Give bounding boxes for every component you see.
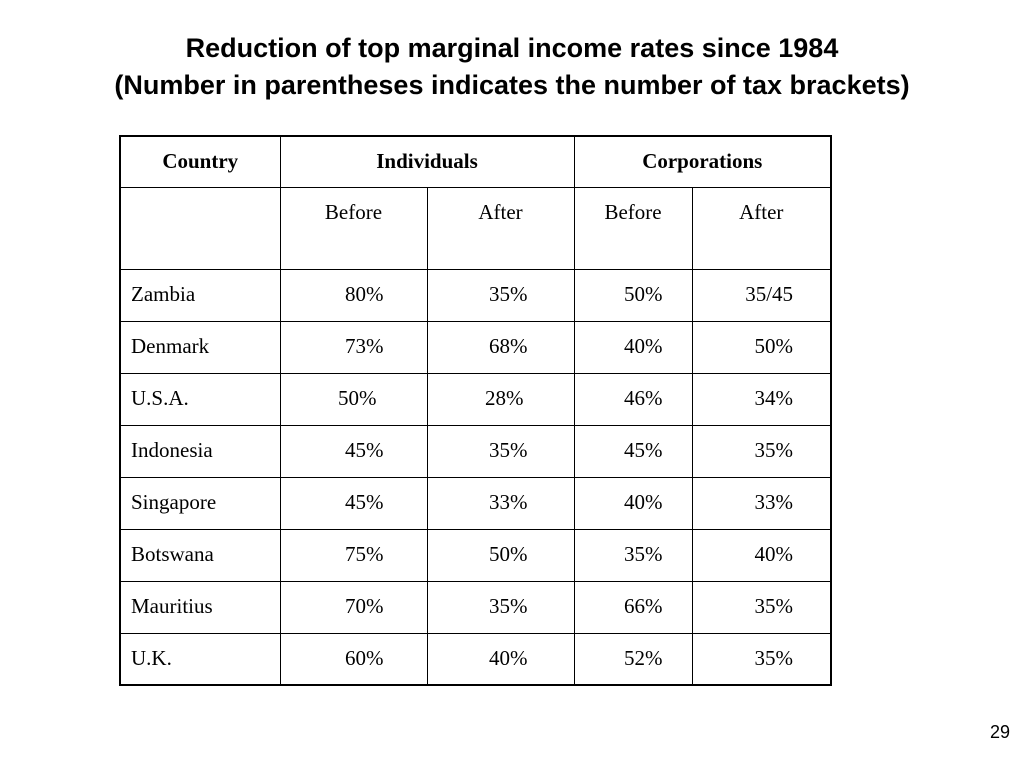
title-line-2: (Number in parentheses indicates the num… <box>114 70 910 100</box>
cell-country: Singapore <box>119 476 281 530</box>
cell-corporations-before-value: 52% <box>624 645 663 670</box>
cell-individuals-after: 35% <box>426 424 575 478</box>
cell-individuals-before: 73% <box>279 320 428 374</box>
cell-individuals-after: 33% <box>426 476 575 530</box>
cell-individuals-before: 75% <box>279 528 428 582</box>
page-number: 29 <box>989 722 1010 742</box>
cell-corporations-after: 50% <box>691 320 832 374</box>
table-row: Indonesia 45% 35% 45% 35% <box>119 424 832 478</box>
cell-individuals-before-value: 80% <box>345 281 384 306</box>
cell-individuals-after-value: 28% <box>485 385 524 410</box>
cell-individuals-after: 35% <box>426 268 575 322</box>
tax-rates-table: Country Individuals Corporations Before … <box>119 135 833 686</box>
cell-individuals-after-value: 50% <box>489 541 528 566</box>
cell-corporations-after-value: 40% <box>754 541 794 566</box>
cell-corporations-before-value: 40% <box>624 489 663 514</box>
cell-corporations-after: 35% <box>691 424 832 478</box>
cell-corporations-before-value: 46% <box>624 385 663 410</box>
cell-individuals-before-value: 60% <box>345 645 384 670</box>
cell-individuals-before: 50% <box>279 372 428 426</box>
cell-corporations-before-value: 45% <box>624 437 663 462</box>
cell-corporations-before: 40% <box>573 320 693 374</box>
cell-corporations-after: 40% <box>691 528 832 582</box>
cell-individuals-before-value: 45% <box>345 489 384 514</box>
cell-corporations-before: 40% <box>573 476 693 530</box>
cell-corporations-after: 35/45 <box>691 268 832 322</box>
table-row: Singapore 45% 33% 40% 33% <box>119 476 832 530</box>
cell-individuals-after-value: 35% <box>489 281 528 306</box>
cell-individuals-before: 70% <box>279 580 428 634</box>
subheader-individuals-before: Before <box>279 186 428 270</box>
subheader-corporations-after: After <box>691 186 832 270</box>
cell-country: Botswana <box>119 528 281 582</box>
cell-corporations-before: 35% <box>573 528 693 582</box>
header-individuals: Individuals <box>279 135 575 188</box>
cell-corporations-after-value: 35% <box>754 593 794 618</box>
cell-corporations-before: 52% <box>573 632 693 686</box>
cell-corporations-after-value: 35% <box>754 645 794 670</box>
table-row: Botswana 75% 50% 35% 40% <box>119 528 832 582</box>
cell-corporations-after-value: 34% <box>754 385 794 410</box>
cell-individuals-after: 68% <box>426 320 575 374</box>
cell-country: Zambia <box>119 268 281 322</box>
cell-corporations-after: 35% <box>691 580 832 634</box>
cell-individuals-after-value: 35% <box>489 593 528 618</box>
cell-country: Denmark <box>119 320 281 374</box>
table-row: Denmark 73% 68% 40% 50% <box>119 320 832 374</box>
table-row: Zambia 80% 35% 50% 35/45 <box>119 268 832 322</box>
cell-corporations-after-value: 50% <box>754 333 794 358</box>
cell-corporations-after: 35% <box>691 632 832 686</box>
subheader-corporations-before: Before <box>573 186 693 270</box>
cell-individuals-before: 45% <box>279 424 428 478</box>
table-subheader-row: Before After Before After <box>119 186 832 270</box>
cell-individuals-after-value: 40% <box>489 645 528 670</box>
cell-individuals-after: 50% <box>426 528 575 582</box>
cell-corporations-before: 66% <box>573 580 693 634</box>
header-country: Country <box>119 135 281 188</box>
cell-individuals-before-value: 45% <box>345 437 384 462</box>
cell-individuals-after-value: 68% <box>489 333 528 358</box>
cell-corporations-before-value: 40% <box>624 333 663 358</box>
cell-corporations-after: 33% <box>691 476 832 530</box>
cell-country: U.S.A. <box>119 372 281 426</box>
cell-individuals-after: 35% <box>426 580 575 634</box>
cell-individuals-before-value: 70% <box>345 593 384 618</box>
cell-country: U.K. <box>119 632 281 686</box>
cell-corporations-before-value: 35% <box>624 541 663 566</box>
cell-country: Indonesia <box>119 424 281 478</box>
title-line-1: Reduction of top marginal income rates s… <box>185 33 839 63</box>
table-row: U.K. 60% 40% 52% 35% <box>119 632 832 686</box>
cell-corporations-before: 50% <box>573 268 693 322</box>
slide-title: Reduction of top marginal income rates s… <box>0 30 1024 104</box>
cell-corporations-after: 34% <box>691 372 832 426</box>
cell-individuals-after-value: 35% <box>489 437 528 462</box>
cell-individuals-after: 40% <box>426 632 575 686</box>
subheader-individuals-after: After <box>426 186 575 270</box>
cell-corporations-before: 46% <box>573 372 693 426</box>
cell-corporations-after-value: 35% <box>754 437 794 462</box>
header-corporations: Corporations <box>573 135 832 188</box>
cell-individuals-before-value: 50% <box>338 385 377 410</box>
cell-individuals-before: 80% <box>279 268 428 322</box>
cell-corporations-before: 45% <box>573 424 693 478</box>
cell-individuals-before-value: 73% <box>345 333 384 358</box>
cell-individuals-before: 45% <box>279 476 428 530</box>
cell-corporations-before-value: 50% <box>624 281 663 306</box>
table-row: U.S.A. 50% 28% 46% 34% <box>119 372 832 426</box>
cell-individuals-before: 60% <box>279 632 428 686</box>
cell-corporations-before-value: 66% <box>624 593 663 618</box>
cell-country: Mauritius <box>119 580 281 634</box>
cell-individuals-before-value: 75% <box>345 541 384 566</box>
cell-corporations-after-value: 33% <box>754 489 794 514</box>
cell-corporations-after-value: 35/45 <box>745 281 794 306</box>
subheader-empty <box>119 186 281 270</box>
cell-individuals-after-value: 33% <box>489 489 528 514</box>
table-row: Mauritius 70% 35% 66% 35% <box>119 580 832 634</box>
table-header-row: Country Individuals Corporations <box>119 135 832 188</box>
cell-individuals-after: 28% <box>426 372 575 426</box>
